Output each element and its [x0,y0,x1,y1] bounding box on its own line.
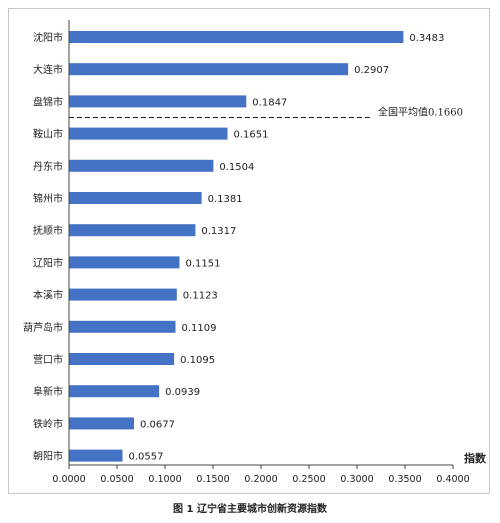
value-label-13: 0.0677 [140,419,175,430]
value-label-5: 0.1504 [219,162,254,173]
bar-9 [69,288,177,301]
value-label-12: 0.0939 [165,387,200,398]
category-label-12: 阜新市 [33,385,63,398]
national-average-label: 全国平均值0.1660 [378,106,463,119]
bar-3 [69,95,247,108]
category-label-2: 大连市 [33,63,63,76]
x-tick-label-4: 0.1500 [196,474,229,485]
category-label-9: 本溪市 [33,289,63,302]
figure-caption: 图 1 辽宁省主要城市创新资源指数 [173,504,327,515]
category-label-5: 丹东市 [33,160,63,173]
category-label-14: 朝阳市 [33,450,63,463]
value-label-1: 0.3483 [409,33,444,44]
value-label-10: 0.1109 [182,323,217,334]
value-label-9: 0.1123 [183,291,218,302]
bar-1 [69,31,404,43]
category-label-6: 锦州市 [33,192,63,205]
x-tick-label-3: 0.1000 [148,474,181,485]
bar-8 [69,256,180,269]
bar-chart: 沈阳市 0.3483 大连市 0.2907 盘锦市 0.1847 鞍山市 0.1651 丹东市 0… [23,20,487,485]
category-label-10: 葫芦岛市 [23,321,63,334]
x-tick-label-5: 0.2000 [244,474,277,485]
x-axis-title: 指数 [464,451,487,465]
value-label-2: 0.2907 [354,65,389,76]
category-label-13: 铁岭市 [33,417,63,430]
bar-11 [69,353,175,365]
value-label-7: 0.1317 [201,226,236,237]
bar-7 [69,224,196,237]
bar-12 [69,385,160,398]
chart-frame [8,8,490,494]
category-label-4: 鞍山市 [33,128,63,141]
x-tick-label-6: 0.2500 [292,474,325,485]
value-label-14: 0.0557 [129,452,164,463]
x-tick-label-8: 0.3500 [388,474,421,485]
category-label-1: 沈阳市 [33,31,63,44]
category-label-3: 盘锦市 [33,95,63,108]
bar-6 [69,192,202,204]
category-label-8: 辽阳市 [33,256,63,269]
bar-4 [69,127,228,140]
bar-5 [69,159,214,172]
value-label-11: 0.1095 [180,355,215,366]
bar-13 [69,417,134,430]
x-tick-label-1: 0.0000 [52,474,85,485]
category-label-11: 营口市 [33,353,63,366]
x-tick-label-2: 0.0500 [100,474,133,485]
value-label-4: 0.1651 [234,130,269,141]
bar-10 [69,320,176,333]
bar-14 [69,449,123,462]
value-label-6: 0.1381 [208,194,243,205]
x-tick-label-7: 0.3000 [340,474,373,485]
category-label-7: 抚顺市 [33,224,63,237]
value-label-3: 0.1847 [252,97,287,108]
value-label-8: 0.1151 [186,258,221,269]
bar-2 [69,63,349,76]
x-tick-label-9: 0.4000 [436,474,469,485]
